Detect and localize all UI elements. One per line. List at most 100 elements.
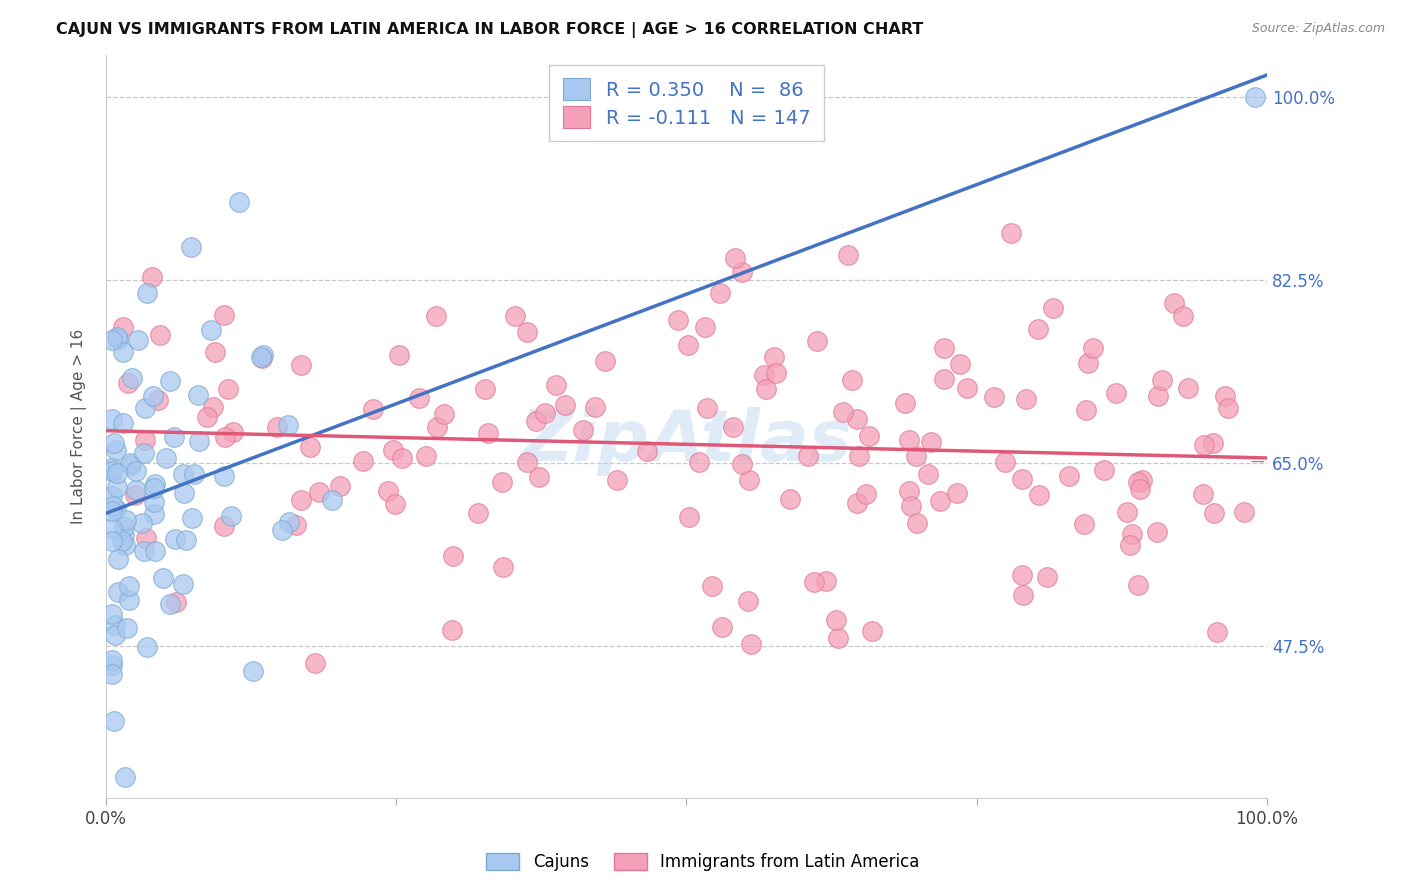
Point (222, 425, 245, 440)
Point (1074, 403, 1097, 417)
Point (841, 373, 863, 387)
Point (148, 392, 170, 407)
Point (101, 503, 124, 517)
Point (837, 247, 859, 261)
Point (212, 518, 235, 533)
Point (250, 350, 273, 364)
Point (696, 401, 718, 416)
Point (101, 534, 124, 549)
Point (534, 406, 557, 420)
Point (107, 585, 129, 599)
Point (105, 502, 128, 516)
Point (388, 348, 411, 362)
Point (329, 478, 352, 492)
Point (983, 390, 1005, 404)
Point (1000, 226, 1022, 240)
Point (136, 285, 159, 300)
Point (252, 348, 274, 362)
Point (765, 366, 787, 380)
Point (159, 597, 181, 611)
Point (112, 520, 135, 534)
Point (134, 401, 156, 416)
Point (855, 487, 877, 501)
Point (1129, 482, 1152, 496)
Point (572, 423, 595, 437)
Point (115, 622, 138, 636)
Point (105, 466, 128, 480)
Point (124, 483, 146, 498)
Point (112, 528, 135, 542)
Point (221, 508, 243, 523)
Point (242, 664, 264, 678)
Point (181, 510, 204, 524)
Point (1077, 356, 1099, 370)
Point (101, 490, 124, 504)
Point (1171, 309, 1194, 323)
Point (107, 552, 129, 566)
Point (165, 595, 187, 609)
Point (503, 309, 526, 323)
Point (172, 467, 194, 482)
Point (474, 382, 496, 396)
Point (900, 500, 922, 514)
Point (862, 624, 884, 638)
Point (796, 449, 818, 463)
Legend: Cajuns, Immigrants from Latin America: Cajuns, Immigrants from Latin America (478, 845, 928, 880)
Point (516, 325, 538, 339)
Point (831, 404, 853, 418)
Text: Source: ZipAtlas.com: Source: ZipAtlas.com (1251, 22, 1385, 36)
Point (176, 533, 198, 547)
Point (666, 312, 689, 326)
Point (1147, 389, 1170, 403)
Point (101, 412, 124, 426)
Point (142, 389, 165, 403)
Point (827, 631, 849, 645)
Point (898, 484, 921, 499)
Point (290, 358, 312, 372)
Point (932, 372, 955, 386)
Point (1105, 386, 1128, 401)
Point (1192, 438, 1215, 452)
Point (894, 396, 917, 410)
Point (994, 455, 1017, 469)
Point (159, 374, 181, 388)
Point (101, 607, 124, 621)
Point (143, 494, 166, 508)
Point (266, 420, 288, 434)
Point (1042, 301, 1064, 315)
Point (928, 494, 950, 508)
Point (737, 593, 759, 607)
Legend: R = 0.350    N =  86, R = -0.111   N = 147: R = 0.350 N = 86, R = -0.111 N = 147 (550, 65, 824, 141)
Point (709, 285, 731, 300)
Point (803, 575, 825, 590)
Point (101, 521, 124, 535)
Point (111, 416, 134, 430)
Point (121, 370, 143, 384)
Point (101, 461, 124, 475)
Point (408, 391, 430, 405)
Point (693, 320, 716, 334)
Point (636, 444, 658, 458)
Point (135, 640, 157, 655)
Point (118, 579, 141, 593)
Point (217, 382, 239, 396)
Point (142, 507, 165, 521)
Text: —: — (1250, 457, 1264, 470)
Point (1213, 389, 1236, 403)
Point (250, 351, 273, 366)
Point (905, 450, 928, 464)
Point (738, 473, 761, 487)
Point (440, 624, 463, 638)
Point (117, 376, 139, 391)
Point (721, 419, 744, 434)
Point (740, 637, 762, 651)
Point (956, 380, 979, 394)
Point (101, 652, 124, 666)
Point (204, 344, 226, 359)
Point (1233, 505, 1256, 519)
Point (731, 265, 754, 279)
Point (141, 269, 163, 284)
Point (467, 506, 489, 520)
Point (806, 334, 828, 349)
Point (105, 330, 128, 344)
